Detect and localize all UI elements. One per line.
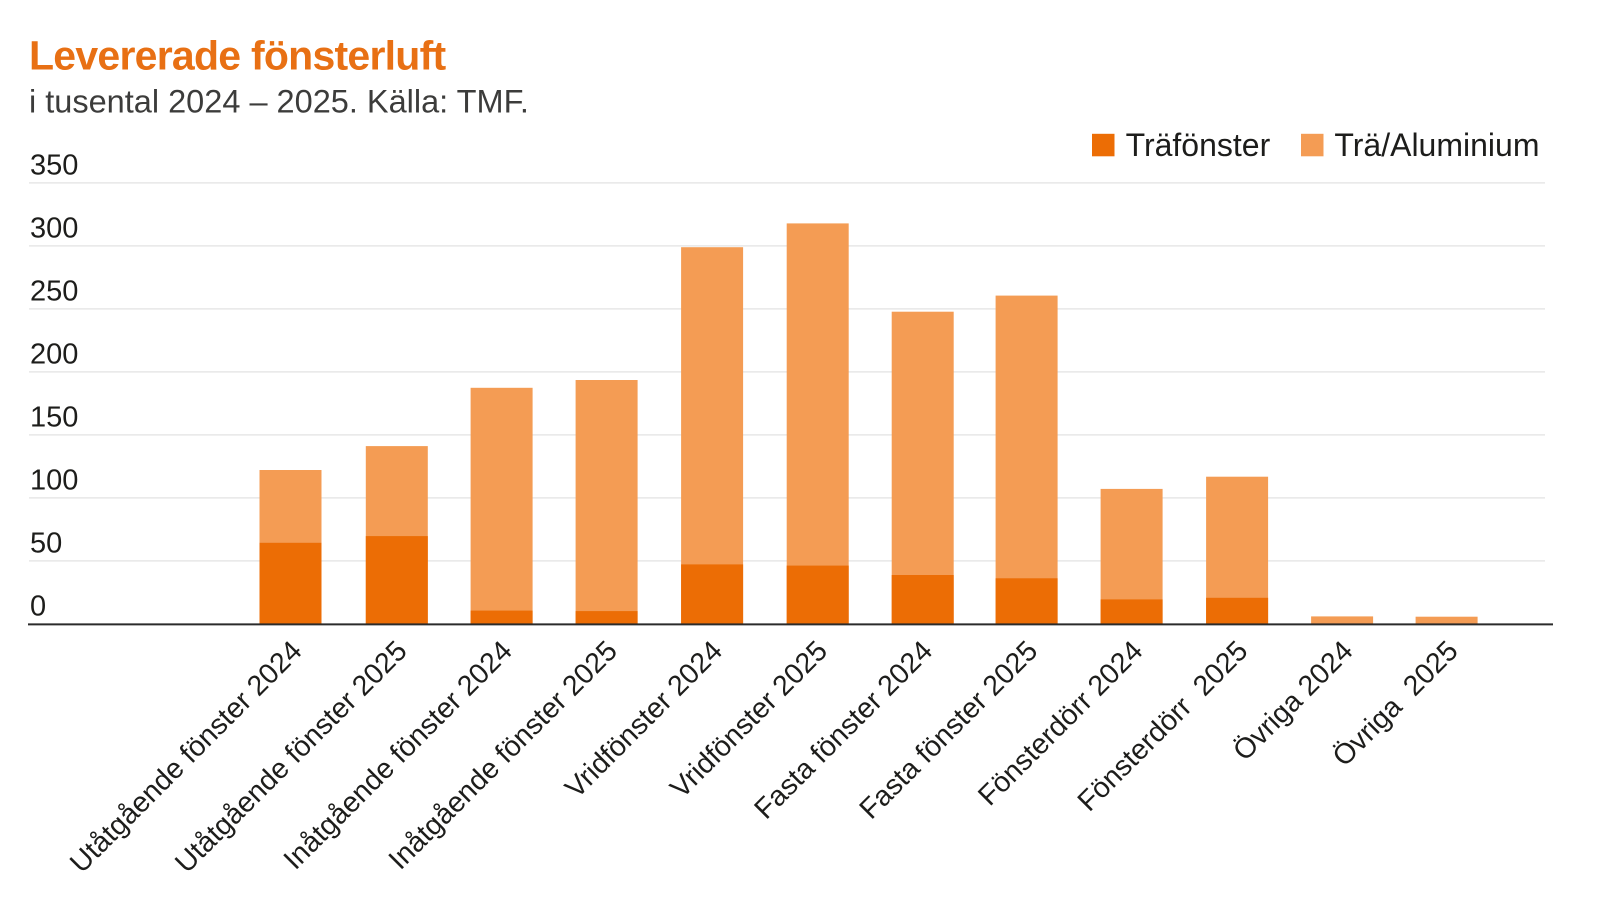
svg-text:i tusental 2024 – 2025. Källa:: i tusental 2024 – 2025. Källa: TMF. xyxy=(29,84,529,120)
svg-text:Träfönster: Träfönster xyxy=(1126,127,1271,163)
svg-text:300: 300 xyxy=(30,212,78,244)
svg-text:350: 350 xyxy=(30,149,78,181)
svg-text:200: 200 xyxy=(30,338,78,370)
svg-text:50: 50 xyxy=(30,527,62,559)
svg-text:0: 0 xyxy=(30,590,46,622)
svg-text:150: 150 xyxy=(30,401,78,433)
svg-text:100: 100 xyxy=(30,464,78,496)
svg-text:Levererade fönsterluft: Levererade fönsterluft xyxy=(29,33,446,79)
svg-text:Trä/Aluminium: Trä/Aluminium xyxy=(1334,127,1539,163)
svg-text:250: 250 xyxy=(30,275,78,307)
